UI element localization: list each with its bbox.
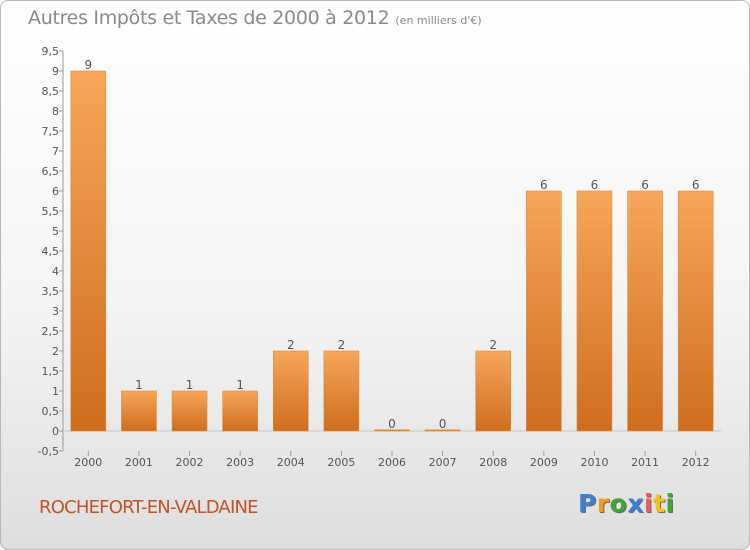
y-tick-label: 4,5 [42,245,60,258]
logo-letter: r [596,489,610,518]
logo-letter: i [644,489,654,518]
logo-letter: o [609,489,628,518]
data-label-2002: 1 [186,378,194,392]
x-tick-label-2002: 2002 [176,456,204,469]
bar-2002 [171,390,208,432]
bar-2011 [627,190,663,432]
y-tick-label: 3,5 [42,285,60,298]
data-label-2012: 6 [692,178,700,192]
y-tick-label: -0,5 [38,445,59,458]
y-tick-label: 0 [52,425,59,438]
logo-letter: P [578,489,597,518]
x-tick-label-2000: 2000 [74,456,102,469]
x-tick-label-2003: 2003 [226,456,254,469]
bar-2008 [475,350,512,432]
bar-series: 9 1 1 1 2 2 0 0 2 6 6 6 6 [70,58,714,432]
y-tick-label: 3 [52,305,59,318]
chart-title-text: Autres Impôts et Taxes de 2000 à 2012 [28,7,390,29]
data-label-2005: 2 [338,338,346,352]
chart-title: Autres Impôts et Taxes de 2000 à 2012 (en… [28,7,482,29]
y-tick-label: 2,5 [42,325,60,338]
data-label-2003: 1 [236,378,244,392]
bar-2004 [272,350,309,432]
data-label-2009: 6 [540,178,548,192]
chart-subtitle: (en milliers d'€) [395,14,482,27]
bar-2001 [121,390,157,432]
y-tick-label: 9,5 [42,45,60,58]
bar-2003 [222,390,258,432]
bar-2005 [323,350,360,432]
data-label-2008: 2 [489,338,497,352]
y-tick-label: 7,5 [42,125,60,138]
commune-name: ROCHEFORT-EN-VALDAINE [39,497,259,518]
bar-2000 [70,70,107,432]
x-tick-label-2001: 2001 [125,456,153,469]
data-label-2000: 9 [84,58,92,72]
data-label-2004: 2 [287,338,295,352]
logo-letter: x [627,489,644,518]
bar-2012 [677,190,714,432]
x-tick-label-2010: 2010 [580,456,608,469]
x-axis: 2000 2001 2002 2003 2004 2005 2006 2007 2008 2009… [63,430,721,469]
logo-letter: t [653,489,666,518]
y-tick-label: 2 [52,345,59,358]
logo-letter: i [665,489,675,518]
y-tick-label: 5,5 [42,205,60,218]
x-tick-label-2012: 2012 [682,456,710,469]
bar-2009 [526,190,562,432]
y-tick-label: 1,5 [42,365,60,378]
y-tick-label: 0,5 [42,405,60,418]
x-tick-label-2007: 2007 [429,456,457,469]
proxiti-logo: Proxiti [578,489,675,518]
y-tick-label: 5 [52,225,59,238]
x-tick-label-2009: 2009 [530,456,558,469]
y-tick-label: 9 [52,65,59,78]
data-label-2011: 6 [641,178,649,192]
bar-2007 [424,429,461,432]
x-tick-label-2006: 2006 [378,456,406,469]
x-tick-label-2011: 2011 [631,456,659,469]
y-tick-label: 8,5 [42,85,60,98]
bar-2006 [374,429,410,432]
data-label-2006: 0 [388,417,396,431]
y-axis: -0,5 0 0,5 1 1,5 2 2,5 3 3,5 4 4,5 5 5,5 6 6,5 7 7,5 8 8,5… [38,45,64,458]
y-tick-label: 1 [52,385,59,398]
y-tick-label: 4 [52,265,59,278]
x-tick-label-2005: 2005 [327,456,355,469]
bar-2010 [576,190,613,432]
x-tick-label-2004: 2004 [277,456,305,469]
y-tick-label: 8 [52,105,59,118]
x-tick-label-2008: 2008 [479,456,507,469]
data-label-2001: 1 [135,378,143,392]
data-label-2010: 6 [591,178,599,192]
data-label-2007: 0 [439,417,447,431]
y-tick-label: 6 [52,185,59,198]
y-tick-label: 6,5 [42,165,60,178]
y-tick-label: 7 [52,145,59,158]
